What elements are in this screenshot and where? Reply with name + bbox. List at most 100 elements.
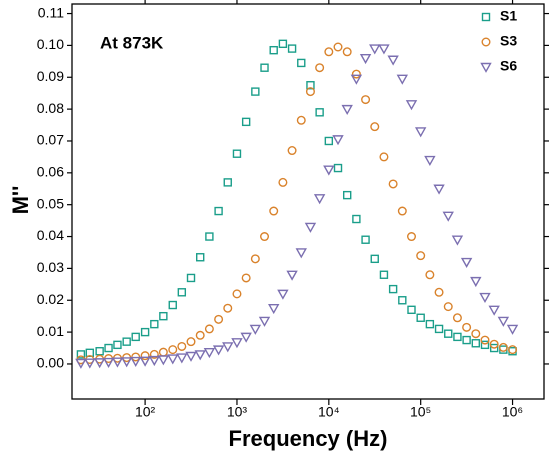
point: [269, 206, 279, 216]
point: [212, 345, 225, 356]
x-tick-label: 10³: [227, 404, 248, 420]
point: [286, 270, 298, 281]
point: [407, 305, 416, 315]
point: [214, 206, 223, 216]
point: [333, 163, 343, 173]
y-tick-label: 0.02: [37, 291, 64, 307]
point: [470, 276, 482, 288]
point: [148, 355, 161, 367]
y-tick-label: 0.07: [37, 132, 64, 148]
point: [168, 345, 178, 355]
point: [305, 87, 315, 97]
point: [425, 270, 435, 280]
point: [231, 338, 243, 349]
point: [159, 311, 168, 321]
point: [167, 354, 179, 365]
point: [508, 345, 518, 355]
legend-marker: [481, 37, 491, 47]
point: [139, 356, 151, 367]
x-tick-label: 10⁶: [502, 404, 523, 420]
x-axis-title: Frequency (Hz): [229, 426, 388, 451]
point: [424, 155, 436, 167]
point: [122, 337, 131, 346]
point: [102, 357, 115, 368]
point: [451, 235, 464, 246]
point: [332, 135, 344, 146]
point: [506, 324, 519, 335]
point: [388, 179, 398, 189]
point: [177, 288, 187, 297]
point: [195, 330, 205, 340]
point: [442, 211, 454, 222]
point: [480, 335, 490, 345]
point: [359, 53, 372, 65]
point: [379, 152, 389, 162]
point: [278, 177, 288, 187]
point: [398, 296, 407, 305]
point: [497, 316, 510, 327]
point: [405, 100, 418, 111]
point: [140, 351, 150, 361]
point: [378, 44, 390, 55]
point: [333, 42, 343, 52]
point: [150, 319, 159, 329]
point: [489, 339, 499, 349]
point: [223, 178, 232, 187]
y-tick-label: 0.09: [37, 68, 64, 84]
point: [342, 190, 352, 200]
point: [315, 63, 325, 73]
point: [76, 350, 86, 359]
point: [462, 335, 471, 345]
point: [93, 358, 106, 369]
point: [425, 319, 435, 329]
point: [75, 358, 87, 369]
point: [396, 74, 409, 85]
point: [278, 39, 288, 49]
point: [462, 322, 472, 332]
point: [104, 343, 113, 353]
point: [241, 273, 251, 283]
point: [323, 165, 335, 176]
legend-marker: [480, 62, 492, 73]
point: [186, 337, 196, 347]
point: [194, 350, 206, 361]
point: [453, 332, 462, 342]
point: [370, 122, 380, 132]
x-tick-label: 10²: [135, 404, 156, 420]
point: [370, 254, 379, 264]
point: [379, 270, 389, 279]
y-tick-label: 0.04: [37, 227, 64, 243]
point: [204, 324, 214, 334]
point: [196, 253, 205, 262]
point: [168, 300, 177, 310]
point: [222, 342, 234, 353]
point: [232, 289, 242, 299]
point: [203, 347, 216, 359]
point: [260, 63, 269, 72]
x-tick-label: 10⁴: [318, 404, 340, 420]
point: [361, 95, 371, 105]
point: [488, 305, 500, 316]
point: [223, 303, 233, 313]
y-tick-label: 0.08: [37, 100, 64, 116]
point: [443, 302, 453, 312]
point: [397, 206, 407, 216]
point: [258, 316, 271, 327]
point: [249, 324, 262, 335]
point: [287, 44, 297, 53]
point: [232, 149, 242, 158]
point: [471, 329, 481, 339]
point: [452, 313, 462, 323]
point: [251, 87, 260, 96]
point: [480, 340, 490, 350]
point: [414, 127, 427, 138]
point: [268, 304, 280, 315]
point: [444, 329, 453, 338]
point: [84, 358, 96, 369]
point: [287, 146, 297, 156]
point: [479, 292, 491, 303]
point: [140, 327, 150, 337]
point: [498, 342, 508, 352]
point: [315, 108, 324, 117]
